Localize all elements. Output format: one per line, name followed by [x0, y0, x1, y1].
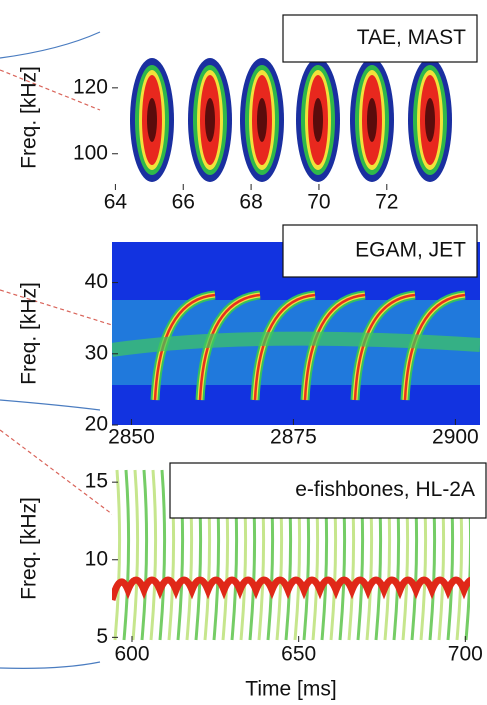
- x-tick-label: 700: [448, 643, 483, 666]
- arc: [153, 293, 216, 401]
- arc: [353, 293, 416, 401]
- x-tick-label: 2875: [270, 426, 317, 449]
- x-tick-label: 72: [375, 191, 398, 214]
- y-tick-label: 40: [85, 270, 108, 293]
- streak: [122, 469, 131, 641]
- blob: [425, 98, 435, 142]
- annotation-box: [169, 462, 487, 519]
- panel: 5 10 15 600 650 700 Freq. [kHz] e-fishbones, HL…: [18, 455, 487, 701]
- arc: [253, 293, 316, 401]
- blob: [367, 98, 377, 142]
- x-tick-label: 68: [239, 191, 262, 214]
- blob: [205, 98, 215, 142]
- streak: [149, 469, 158, 641]
- arc: [198, 293, 261, 401]
- x-tick-label: 600: [114, 643, 149, 666]
- annotation: EGAM, JET: [355, 239, 466, 262]
- streak: [140, 469, 149, 641]
- streak: [113, 469, 122, 641]
- x-tick-label: 70: [307, 191, 330, 214]
- ridge: [112, 576, 470, 601]
- x-tick-label: 2850: [108, 426, 155, 449]
- x-axis-label: Time [ms]: [245, 678, 336, 701]
- blob: [147, 98, 157, 142]
- annotation-box: [282, 14, 478, 63]
- x-tick-label: 64: [104, 191, 128, 214]
- plots: 100 120 64 66 68 70 72 Freq. [kHz] TAE, MAST 20 30…: [18, 14, 487, 701]
- y-axis-label: Freq. [kHz]: [18, 497, 41, 600]
- y-tick-label: 120: [73, 75, 108, 98]
- blob: [313, 98, 323, 142]
- y-tick-label: 5: [96, 625, 108, 648]
- texture: [112, 45, 475, 190]
- y-tick-label: 10: [85, 547, 108, 570]
- annotation: TAE, MAST: [357, 26, 466, 49]
- y-tick-label: 100: [73, 141, 108, 164]
- x-tick-label: 66: [172, 191, 195, 214]
- panel: 100 120 64 66 68 70 72 Freq. [kHz] TAE, MAST: [18, 14, 478, 214]
- y-axis-label: Freq. [kHz]: [18, 66, 41, 169]
- annotation-box: [282, 224, 478, 278]
- y-tick-label: 20: [85, 413, 108, 436]
- streak: [131, 469, 140, 641]
- streak: [158, 469, 167, 641]
- panel: 20 30 40 2850 2875 2900 Freq. [kHz] EGAM, JET: [18, 224, 480, 449]
- y-tick-label: 30: [85, 341, 108, 364]
- blob: [257, 98, 267, 142]
- y-axis-label: Freq. [kHz]: [18, 282, 41, 385]
- y-tick-label: 15: [85, 470, 108, 493]
- arc: [403, 293, 466, 401]
- annotation: e-fishbones, HL-2A: [295, 478, 475, 501]
- band-line: [112, 331, 480, 357]
- x-tick-label: 2900: [432, 426, 479, 449]
- x-tick-label: 650: [281, 643, 316, 666]
- arc: [303, 293, 366, 401]
